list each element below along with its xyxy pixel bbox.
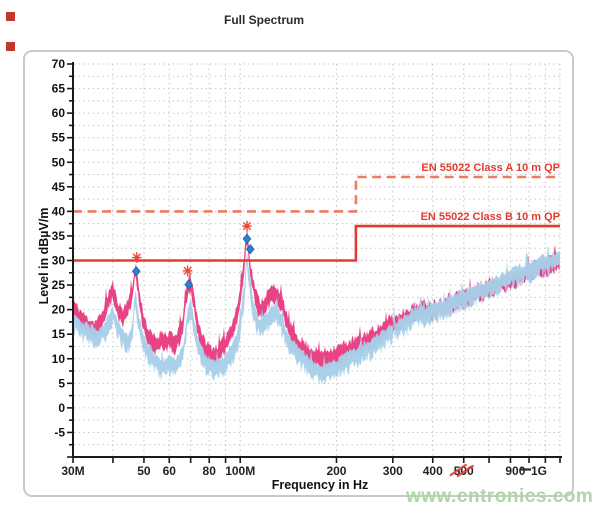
- chart-frame: [23, 50, 574, 497]
- svg-text:400: 400: [423, 464, 443, 478]
- svg-text:35: 35: [52, 229, 66, 243]
- limit-lines: [73, 175, 560, 262]
- svg-text:80: 80: [203, 464, 217, 478]
- svg-text:40: 40: [52, 204, 66, 218]
- svg-text:55: 55: [52, 131, 66, 145]
- svg-text:65: 65: [52, 82, 66, 96]
- limit-line-class-b: [73, 224, 560, 262]
- svg-text:300: 300: [383, 464, 403, 478]
- svg-text:10: 10: [52, 352, 66, 366]
- axes: [67, 62, 562, 463]
- asterisk-marker: [131, 252, 142, 264]
- asterisk-marker: [242, 220, 252, 232]
- svg-text:50: 50: [137, 464, 151, 478]
- diamond-marker: [242, 233, 252, 245]
- diamond-marker: [184, 279, 193, 290]
- peak-markers: [131, 220, 255, 290]
- signal-traces: [73, 229, 560, 386]
- svg-text:70: 70: [52, 57, 66, 71]
- asterisk-marker: [182, 265, 193, 277]
- svg-text:0: 0: [58, 401, 65, 415]
- svg-text:5: 5: [58, 376, 65, 390]
- svg-text:900: 900: [505, 464, 525, 478]
- limit-label-class-a: EN 55022 Class A 10 m QP: [421, 162, 560, 174]
- y-axis-title: Level in dBµV/m: [37, 207, 51, 305]
- limit-label-class-b: EN 55022 Class B 10 m QP: [420, 211, 560, 223]
- red-bullet-square-bottom: [6, 42, 15, 51]
- svg-text:1G: 1G: [531, 464, 547, 478]
- svg-text:30M: 30M: [61, 464, 84, 478]
- diamond-marker: [131, 266, 141, 277]
- svg-text:100M: 100M: [225, 464, 255, 478]
- svg-text:200: 200: [326, 464, 346, 478]
- svg-text:50: 50: [52, 155, 66, 169]
- svg-text:30: 30: [52, 254, 66, 268]
- red-scribble-over-500: [449, 463, 474, 478]
- svg-text:20: 20: [52, 303, 66, 317]
- svg-text:60: 60: [52, 106, 66, 120]
- red-bullet-square-top: [6, 12, 15, 21]
- watermark-text: www.cntronics.com: [406, 486, 594, 507]
- x-axis-title: Frequency in Hz: [271, 478, 369, 492]
- svg-text:-5: -5: [54, 425, 65, 439]
- svg-text:45: 45: [52, 180, 66, 194]
- svg-text:25: 25: [52, 278, 66, 292]
- diamond-marker: [245, 243, 255, 255]
- svg-text:15: 15: [52, 327, 66, 341]
- chart-title: Full Spectrum: [223, 13, 304, 27]
- svg-text:60: 60: [163, 464, 177, 478]
